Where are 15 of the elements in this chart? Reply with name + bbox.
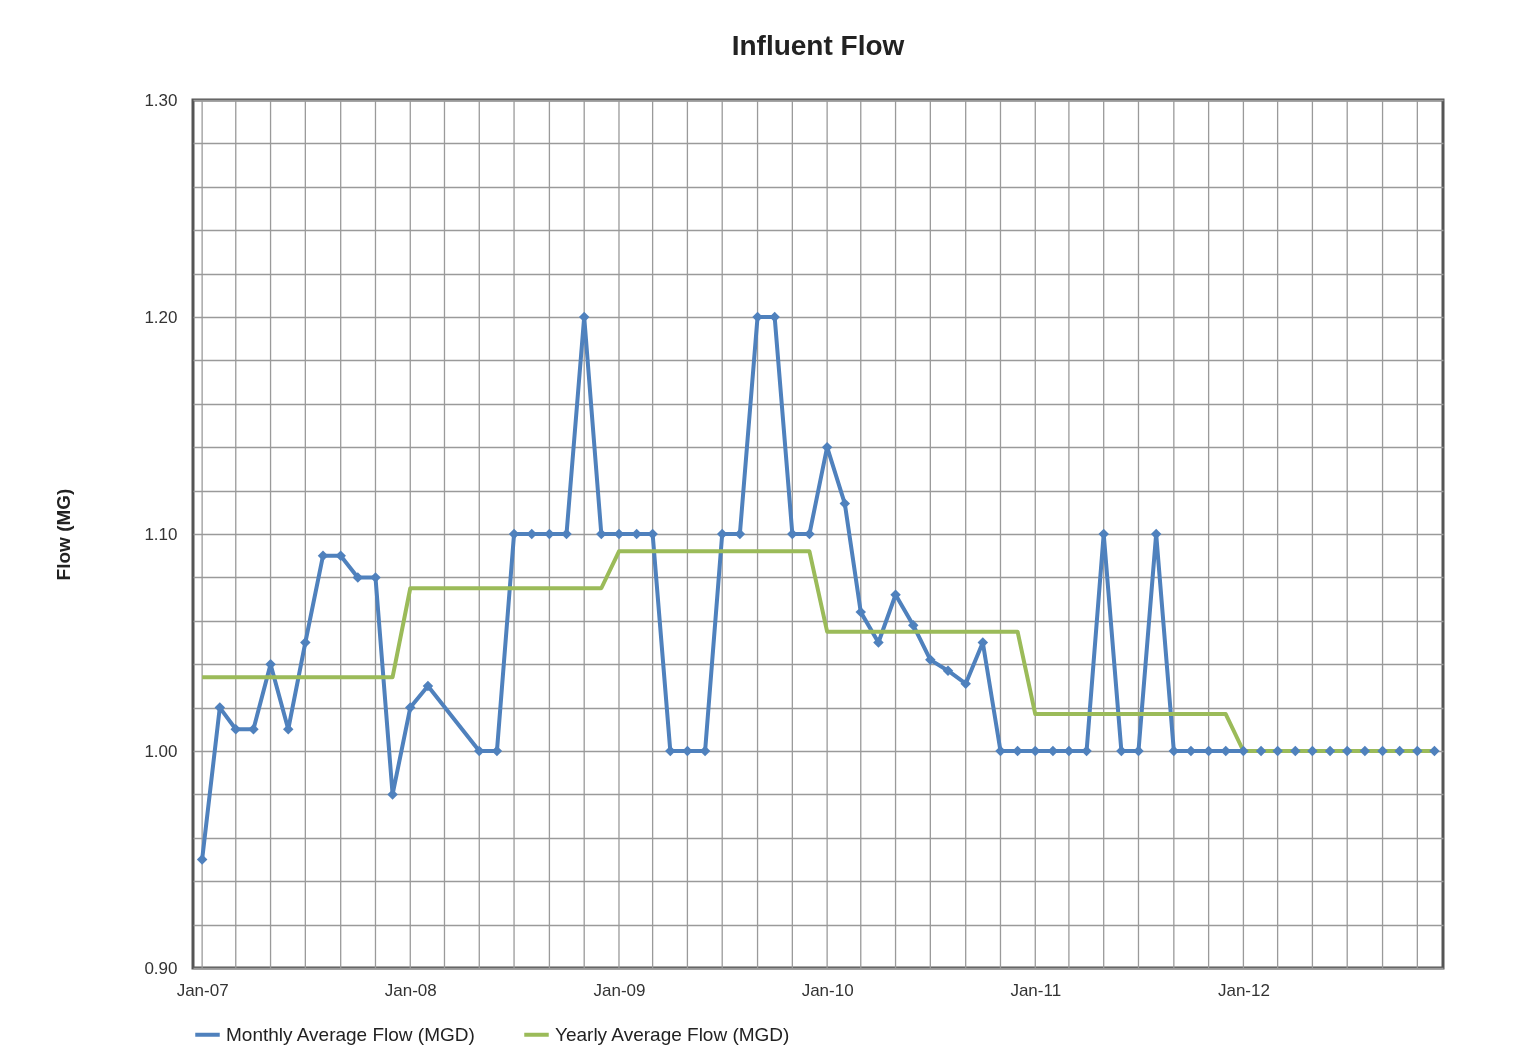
x-tick-label: Jan-12 <box>1217 980 1270 1000</box>
x-tick-label: Jan-11 <box>1010 980 1062 1000</box>
x-tick-label: Jan-07 <box>176 980 229 1000</box>
y-tick-label: 1.30 <box>144 90 178 110</box>
x-tick-label: Jan-09 <box>593 980 646 1000</box>
legend-label: Yearly Average Flow (MGD) <box>555 1023 790 1045</box>
y-axis-title: Flow (MG) <box>53 488 75 581</box>
y-tick-label: 1.10 <box>144 524 178 544</box>
y-tick-label: 1.00 <box>144 741 178 761</box>
y-tick-label: 1.20 <box>144 307 178 327</box>
y-tick-label: 0.90 <box>144 958 178 978</box>
chart-title: Influent Flow <box>731 30 905 61</box>
legend-label: Monthly Average Flow (MGD) <box>226 1023 475 1045</box>
x-tick-label: Jan-08 <box>384 980 437 1000</box>
x-tick-label: Jan-10 <box>801 980 854 1000</box>
